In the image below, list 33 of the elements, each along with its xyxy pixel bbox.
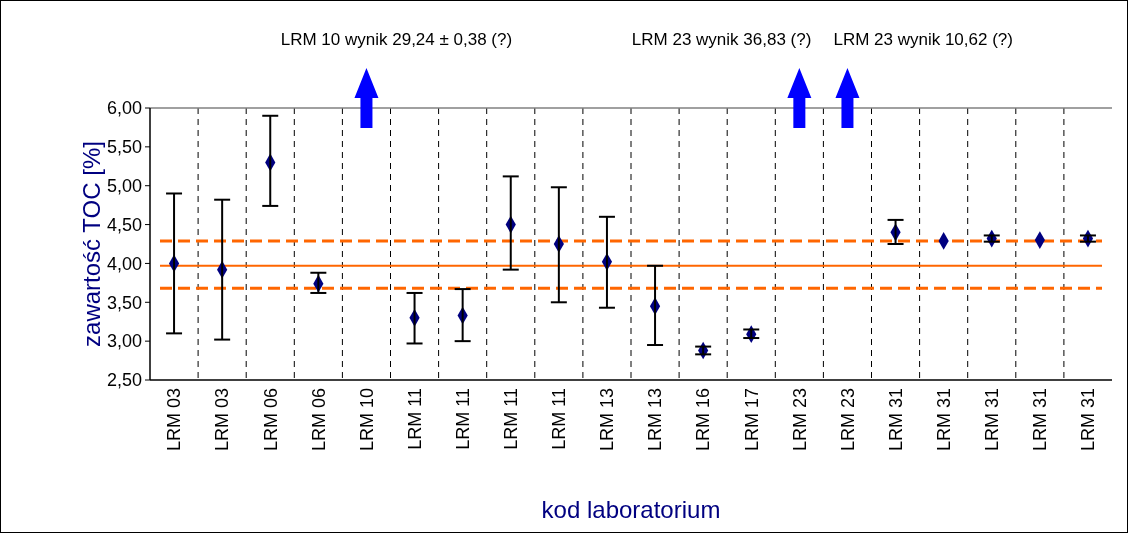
x-tick-label: LRM 13 (645, 388, 666, 452)
y-tick-label: 4,50 (106, 214, 142, 235)
x-tick-label: LRM 11 (404, 388, 425, 450)
x-tick-label: LRM 03 (164, 388, 185, 452)
x-tick-label: LRM 31 (1078, 388, 1099, 452)
x-tick-label: LRM 03 (212, 388, 233, 452)
x-tick-label: LRM 17 (741, 388, 762, 452)
y-axis-title: zawartość TOC [%] (78, 141, 105, 347)
text: LRM 10 wynik 29,24 ± 0,38 (?) (280, 30, 513, 49)
text: LRM 23 wynik 36,83 (?) (631, 30, 812, 49)
y-tick-label: 3,50 (106, 292, 142, 313)
y-tick-label: 5,00 (106, 176, 142, 197)
x-tick-label: LRM 31 (933, 388, 954, 452)
x-tick-label: LRM 06 (260, 388, 281, 452)
x-tick-label: LRM 31 (982, 388, 1003, 452)
x-tick-label: LRM 10 (356, 388, 377, 452)
y-tick-label: 6,00 (106, 98, 142, 119)
x-tick-label: LRM 13 (597, 388, 618, 452)
text: LRM 23 wynik 10,62 (?) (833, 30, 1013, 49)
y-tick-label: 5,50 (106, 137, 142, 158)
x-tick-label: LRM 31 (885, 388, 906, 452)
y-tick-label: 2,50 (106, 370, 142, 391)
x-tick-label: LRM 11 (452, 388, 473, 450)
x-axis-title: kod laboratorium (541, 496, 721, 523)
x-tick-label: LRM 23 (789, 388, 810, 452)
x-tick-label: LRM 11 (501, 388, 522, 450)
x-tick-label: LRM 06 (308, 388, 329, 452)
x-tick-label: LRM 31 (1030, 388, 1051, 452)
x-tick-label: LRM 16 (693, 388, 714, 452)
y-tick-label: 4,00 (106, 253, 142, 274)
y-tick-label: 3,00 (106, 331, 142, 352)
x-tick-label: LRM 23 (837, 388, 858, 452)
x-tick-label: LRM 11 (549, 388, 570, 450)
